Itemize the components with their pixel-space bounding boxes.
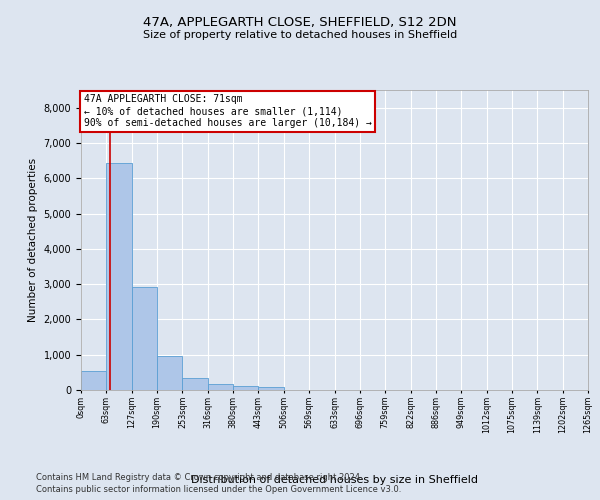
Text: Contains HM Land Registry data © Crown copyright and database right 2024.: Contains HM Land Registry data © Crown c…	[36, 473, 362, 482]
Bar	[182, 378, 208, 390]
Y-axis label: Number of detached properties: Number of detached properties	[28, 158, 38, 322]
Text: 47A APPLEGARTH CLOSE: 71sqm
← 10% of detached houses are smaller (1,114)
90% of : 47A APPLEGARTH CLOSE: 71sqm ← 10% of det…	[83, 94, 371, 128]
Bar	[81, 370, 106, 390]
Bar	[259, 388, 284, 390]
Bar	[208, 384, 233, 390]
Text: Contains public sector information licensed under the Open Government Licence v3: Contains public sector information licen…	[36, 484, 401, 494]
Bar	[233, 386, 259, 390]
Text: 47A, APPLEGARTH CLOSE, SHEFFIELD, S12 2DN: 47A, APPLEGARTH CLOSE, SHEFFIELD, S12 2D…	[143, 16, 457, 29]
Bar	[132, 286, 157, 390]
X-axis label: Distribution of detached houses by size in Sheffield: Distribution of detached houses by size …	[191, 474, 478, 484]
Bar	[106, 163, 132, 390]
Text: Size of property relative to detached houses in Sheffield: Size of property relative to detached ho…	[143, 30, 457, 40]
Bar	[157, 356, 182, 390]
